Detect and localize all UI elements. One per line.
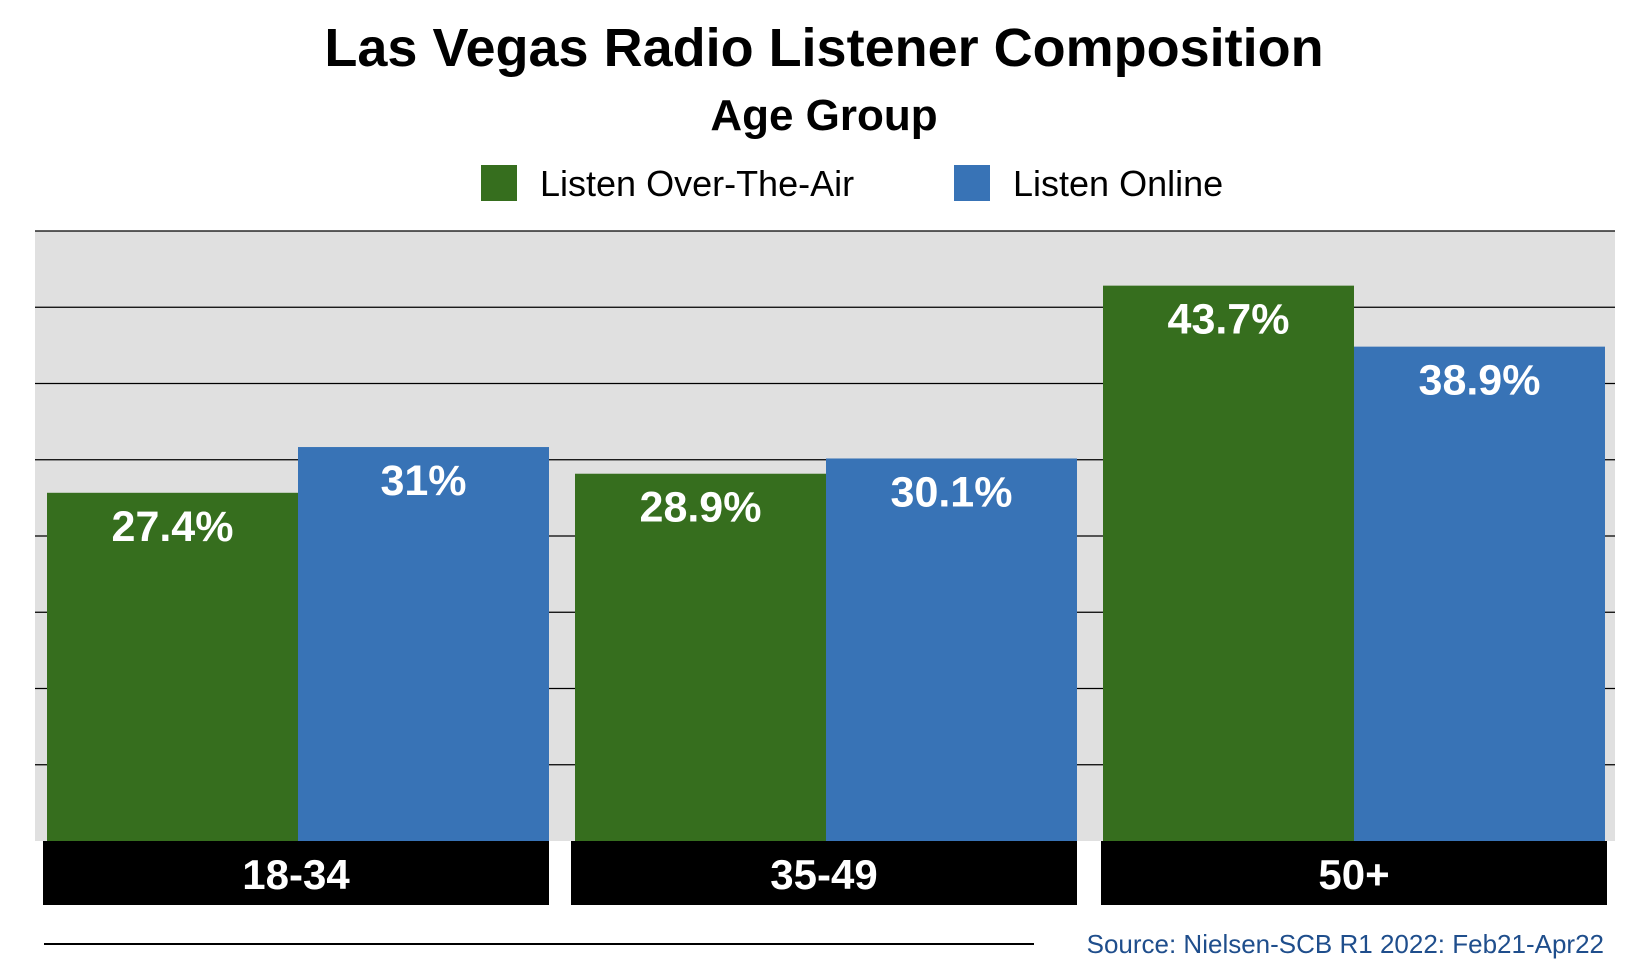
legend-label-over-the-air: Listen Over-The-Air <box>540 163 854 204</box>
bar-value-label: 27.4% <box>112 503 234 551</box>
bar <box>1103 285 1354 841</box>
legend-label-online: Listen Online <box>1013 163 1223 204</box>
bar-value-label: 38.9% <box>1419 357 1541 405</box>
category-band <box>571 841 1077 905</box>
bar <box>575 473 826 841</box>
bar-value-label: 28.9% <box>640 484 762 532</box>
bar <box>298 447 549 841</box>
chart-subtitle: Age Group <box>710 91 937 140</box>
legend-swatch-over-the-air <box>481 165 517 201</box>
bar <box>1354 346 1605 841</box>
legend: Listen Over-The-Air Listen Online <box>481 163 1223 204</box>
bar <box>47 492 298 841</box>
bar-value-label: 31% <box>380 457 466 505</box>
bar-value-label: 43.7% <box>1168 296 1290 344</box>
source-note: Source: Nielsen-SCB R1 2022: Feb21-Apr22 <box>1087 929 1604 959</box>
category-bands: 18-34 35-49 50+ <box>43 841 1607 905</box>
bars <box>47 285 1605 841</box>
category-band <box>43 841 549 905</box>
bar <box>826 458 1077 841</box>
category-band <box>1101 841 1607 905</box>
legend-swatch-online <box>954 165 990 201</box>
bar-labels: 27.4% 31% 28.9% 30.1% 43.7% 38.9% <box>112 296 1541 551</box>
bar-value-label: 30.1% <box>891 468 1013 516</box>
category-label: 18-34 <box>242 851 350 898</box>
category-label: 50+ <box>1318 851 1389 898</box>
chart-title: Las Vegas Radio Listener Composition <box>324 18 1323 78</box>
category-label: 35-49 <box>770 851 877 898</box>
